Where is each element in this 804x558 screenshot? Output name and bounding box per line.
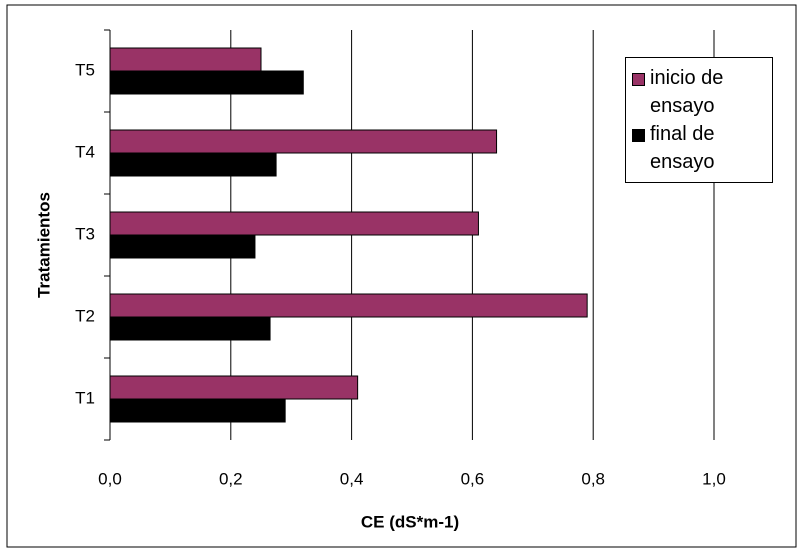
bar xyxy=(109,129,498,154)
bar xyxy=(109,293,588,318)
y-tick-label: T5 xyxy=(75,60,95,79)
bar xyxy=(109,398,286,423)
x-tick-label: 0,2 xyxy=(219,469,243,488)
x-tick-label: 0,8 xyxy=(581,469,605,488)
x-tick-label: 0,6 xyxy=(461,469,485,488)
y-tick-label: T4 xyxy=(75,142,95,161)
legend: inicio de ensayo final de ensayo xyxy=(625,57,773,183)
bar xyxy=(109,70,304,95)
legend-label: inicio de ensayo xyxy=(650,67,724,117)
y-tick-label: T3 xyxy=(75,224,95,243)
legend-item: inicio de ensayo xyxy=(630,64,768,120)
y-tick-label: T1 xyxy=(75,388,95,407)
y-axis-title: Tratamientos xyxy=(34,192,53,298)
legend-item: final de ensayo xyxy=(630,120,768,176)
bar xyxy=(109,152,277,177)
legend-label: final de ensayo xyxy=(650,123,715,173)
x-tick-label: 1,0 xyxy=(702,469,726,488)
bar xyxy=(109,234,256,259)
legend-swatch xyxy=(632,73,645,86)
bar xyxy=(109,211,479,236)
bar xyxy=(109,375,359,400)
x-tick-label: 0,4 xyxy=(340,469,364,488)
bar xyxy=(109,47,262,72)
y-tick-label: T2 xyxy=(75,306,95,325)
x-tick-label: 0,0 xyxy=(98,469,122,488)
legend-swatch xyxy=(632,129,645,142)
bar xyxy=(109,316,271,341)
x-axis-title: CE (dS*m-1) xyxy=(361,512,459,531)
